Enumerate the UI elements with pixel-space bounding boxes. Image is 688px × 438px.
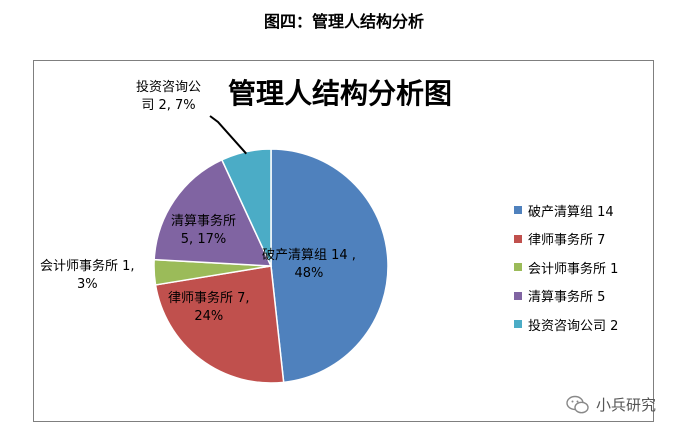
chart-title: 管理人结构分析图 [228,77,453,110]
slice-label-line: 律师事务所 7, [168,291,250,306]
slice-label-qingsuan: 清算事务所 5, 17% [171,213,236,249]
legend-item: 会计师事务所 1 [514,253,618,282]
legend-item: 破产清算组 14 [514,196,618,225]
slice-label-line: 5, 17% [180,232,227,247]
legend-swatch [514,234,522,243]
slice-label-line: 48% [294,266,324,281]
legend-swatch [514,320,522,329]
legend-label: 破产清算组 14 [528,204,614,220]
wechat-icon [566,395,589,413]
slice-label-touzi: 投资咨询公 司 2, 7% [136,79,201,115]
legend-label: 会计师事务所 1 [528,261,619,277]
legend-item: 清算事务所 5 [514,282,618,311]
slice-label-line: 清算事务所 [171,214,237,229]
document-caption: 图四：管理人结构分析 [263,12,424,31]
pie-slice-qingsuan [153,158,273,267]
watermark: 小兵研究 [566,394,656,415]
legend-item: 投资咨询公司 2 [514,310,618,339]
legend-swatch [514,263,522,272]
slice-label-line: 24% [194,309,224,324]
watermark-text: 小兵研究 [596,396,657,414]
slice-label-line: 3% [76,277,98,292]
slice-label-lvshi: 律师事务所 7, 24% [168,290,250,326]
leader-line-touzi [209,115,248,155]
slice-label-line: 投资咨询公 [136,80,202,95]
legend-label: 清算事务所 5 [528,290,606,306]
pie-slice-lvshi [154,265,285,384]
legend-swatch [514,291,522,300]
legend-label: 投资咨询公司 2 [528,318,619,334]
legend-item: 律师事务所 7 [514,225,618,254]
chart-legend: 破产清算组 14 律师事务所 7 会计师事务所 1 清算事务所 5 投资咨询公司… [514,196,618,339]
pie-slice-pochan [270,148,389,384]
slice-label-line: 破产清算组 14 , [262,248,356,263]
legend-label: 律师事务所 7 [528,233,606,249]
slice-label-pochan: 破产清算组 14 , 48% [262,247,356,283]
slice-label-kuaiji: 会计师事务所 1, 3% [40,258,135,294]
legend-swatch [514,206,522,215]
slice-label-line: 司 2, 7% [141,98,196,113]
slice-label-line: 会计师事务所 1, [40,259,135,274]
